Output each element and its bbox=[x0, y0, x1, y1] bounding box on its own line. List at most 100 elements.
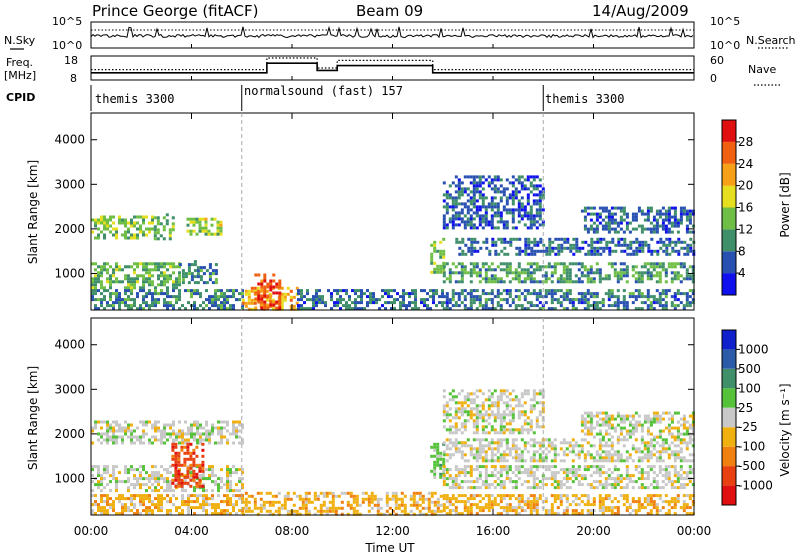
heatmap-layer bbox=[91, 175, 696, 516]
velocity-colorbar-tick-label-0: 1000 bbox=[738, 342, 769, 356]
velocity-colorbar-swatch-8 bbox=[722, 330, 736, 350]
power-colorbar-tick-label-4: 20 bbox=[738, 179, 753, 193]
noise-left-label: N.Sky bbox=[4, 34, 36, 47]
power-colorbar-tick-label-5: 24 bbox=[738, 157, 753, 171]
velocity-colorbar-tick-label-5: -100 bbox=[738, 440, 765, 454]
power-colorbar-swatch-2 bbox=[722, 229, 736, 252]
velocity-band-4 bbox=[241, 491, 443, 516]
power-ytick-label-0: 1000 bbox=[54, 266, 85, 280]
power-colorbar-tick-label-1: 8 bbox=[738, 244, 746, 258]
power-ytick-label-2: 3000 bbox=[54, 177, 85, 191]
date-title: 14/Aug/2009 bbox=[592, 2, 689, 20]
velocity-colorbar-swatch-3 bbox=[722, 427, 736, 447]
cpid-segment-2: normalsound (fast) 157 bbox=[244, 84, 403, 98]
velocity-band-1 bbox=[91, 465, 244, 493]
velocity-colorbar-swatch-5 bbox=[722, 388, 736, 408]
velocity-colorbar-swatch-7 bbox=[722, 349, 736, 369]
power-colorbar-label: Power [dB] bbox=[778, 172, 792, 237]
power-colorbar-tick-label-2: 12 bbox=[738, 222, 753, 236]
x-tick-label-4: 16:00 bbox=[476, 524, 511, 538]
velocity-colorbar-swatch-0 bbox=[722, 485, 736, 505]
x-tick-label-5: 20:00 bbox=[576, 524, 611, 538]
velocity-colorbar-tick-label-1: 500 bbox=[738, 362, 761, 376]
velocity-ytick-label-1: 2000 bbox=[54, 427, 85, 441]
freq-line bbox=[91, 62, 694, 74]
beam-title: Beam 09 bbox=[356, 2, 424, 20]
x-tick-label-1: 04:00 bbox=[174, 524, 209, 538]
power-band-0 bbox=[91, 215, 154, 240]
power-colorbar-swatch-5 bbox=[722, 163, 736, 186]
velocity-colorbar-tick-label-2: 100 bbox=[738, 381, 761, 395]
nave-line bbox=[91, 57, 694, 71]
velocity-colorbar-swatch-1 bbox=[722, 466, 736, 486]
velocity-band-3 bbox=[91, 494, 244, 516]
velocity-band-8 bbox=[442, 494, 695, 516]
nave-label: Nave bbox=[748, 63, 776, 76]
velocity-ylabel: Slant Range [km] bbox=[26, 366, 40, 470]
power-band-3 bbox=[91, 262, 181, 290]
power-ytick-label-3: 4000 bbox=[54, 133, 85, 147]
power-band-11 bbox=[442, 262, 695, 284]
power-band-9 bbox=[430, 237, 446, 274]
power-colorbar-swatch-4 bbox=[722, 185, 736, 208]
power-band-7 bbox=[254, 273, 282, 310]
nave-tick-top: 60 bbox=[710, 54, 724, 67]
freq-left-label: Freq. bbox=[6, 56, 33, 69]
power-ytick-label-1: 2000 bbox=[54, 222, 85, 236]
power-band-4 bbox=[178, 260, 218, 285]
power-colorbar-tick-label-6: 28 bbox=[738, 135, 753, 149]
power-colorbar-swatch-3 bbox=[722, 207, 736, 230]
velocity-colorbar-swatch-2 bbox=[722, 446, 736, 467]
velocity-ytick-label-3: 4000 bbox=[54, 338, 85, 352]
nave-tick-bottom: 0 bbox=[710, 72, 717, 85]
power-band-12 bbox=[442, 289, 695, 311]
power-colorbar-swatch-0 bbox=[722, 273, 736, 295]
x-tick-label-6: 00:00 bbox=[677, 524, 712, 538]
power-band-14 bbox=[580, 206, 695, 234]
power-colorbar-tick-label-0: 4 bbox=[738, 266, 746, 280]
noise-right-tick-bottom: 10^0 bbox=[710, 39, 740, 52]
velocity-colorbar-swatch-4 bbox=[722, 407, 736, 428]
power-band-13 bbox=[442, 175, 545, 230]
velocity-ytick-label-2: 3000 bbox=[54, 382, 85, 396]
power-band-2 bbox=[186, 217, 223, 236]
power-colorbar-swatch-1 bbox=[722, 251, 736, 274]
velocity-colorbar-frame bbox=[721, 329, 737, 506]
velocity-colorbar-label: Velocity [m s⁻¹] bbox=[778, 383, 792, 476]
power-colorbar-tick-label-3: 16 bbox=[738, 201, 753, 215]
velocity-colorbar-tick-label-7: -1000 bbox=[738, 479, 773, 493]
velocity-colorbar-tick-label-4: -25 bbox=[738, 420, 758, 434]
velocity-band-7 bbox=[442, 465, 695, 490]
power-band-8 bbox=[297, 289, 444, 311]
cpid-segment-1: themis 3300 bbox=[95, 92, 174, 106]
x-tick-label-0: 00:00 bbox=[74, 524, 109, 538]
freq-units-label: [MHz] bbox=[4, 69, 36, 82]
power-band-10 bbox=[455, 237, 696, 256]
noise-left-tick-top: 10^5 bbox=[52, 15, 82, 28]
station-title: Prince George (fitACF) bbox=[92, 2, 259, 20]
power-colorbar-swatch-6 bbox=[722, 141, 736, 164]
cpid-segment-3: themis 3300 bbox=[545, 92, 624, 106]
velocity-band-9 bbox=[442, 389, 545, 435]
velocity-colorbar-tick-label-6: -500 bbox=[738, 459, 765, 473]
velocity-colorbar-swatch-6 bbox=[722, 368, 736, 389]
x-axis-label: Time UT bbox=[364, 541, 415, 554]
noise-left-tick-bottom: 10^0 bbox=[52, 39, 82, 52]
velocity-band-2 bbox=[171, 442, 205, 488]
cpid-label: CPID bbox=[6, 91, 35, 104]
noise-sky-line bbox=[90, 25, 694, 39]
velocity-ytick-label-0: 1000 bbox=[54, 471, 85, 485]
freq-tick-top: 18 bbox=[64, 54, 78, 67]
velocity-colorbar-tick-label-3: 25 bbox=[738, 401, 753, 415]
freq-tick-bottom: 8 bbox=[70, 72, 77, 85]
x-tick-label-2: 08:00 bbox=[275, 524, 310, 538]
velocity-band-0 bbox=[91, 420, 244, 445]
velocity-band-10 bbox=[580, 411, 695, 439]
noise-right-tick-top: 10^5 bbox=[710, 15, 740, 28]
velocity-band-6 bbox=[442, 438, 695, 463]
power-colorbar-swatch-7 bbox=[722, 120, 736, 142]
power-band-5 bbox=[91, 289, 244, 311]
noise-right-label: N.Search bbox=[746, 34, 796, 47]
